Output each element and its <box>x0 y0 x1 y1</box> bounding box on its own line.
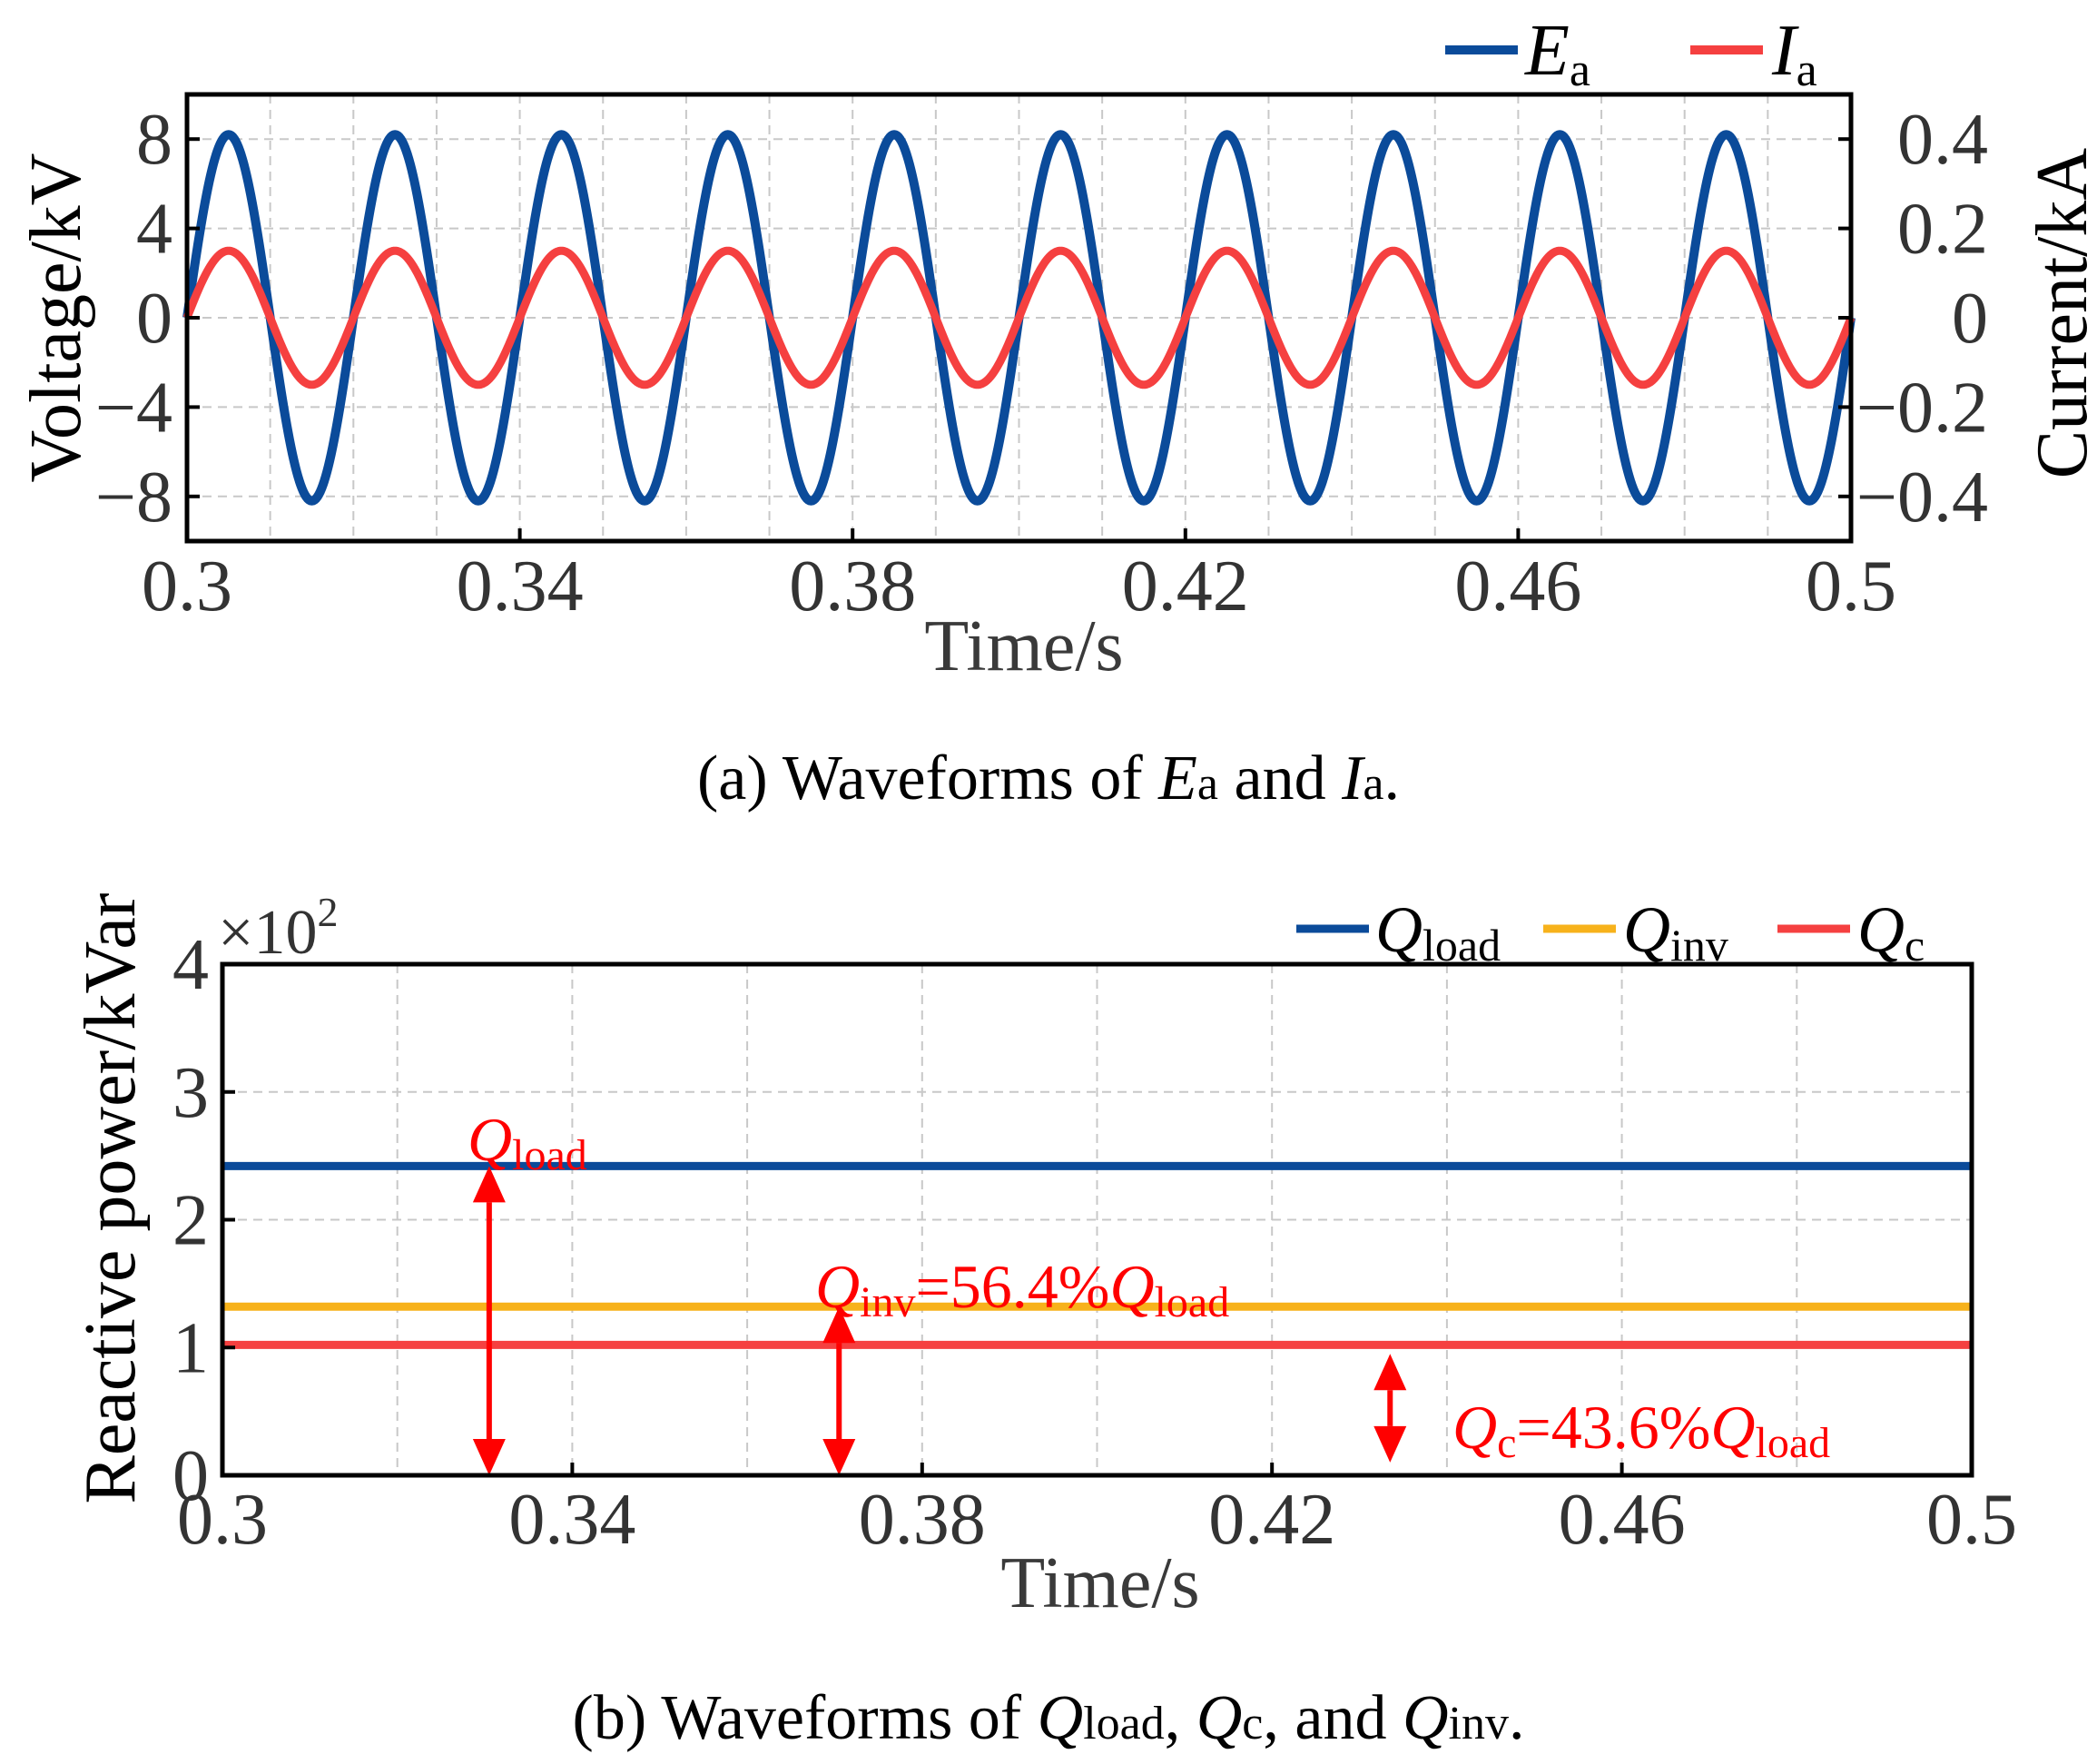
legend-label-Qinv: Qinv <box>1623 893 1728 971</box>
x-tick-label: 0.42 <box>1122 547 1249 626</box>
annotation-arrow-head <box>472 1166 506 1203</box>
panel-a-y-ticks-left: 8 4 0 −4 −8 <box>95 100 200 537</box>
y-tick-label-right: −0.4 <box>1856 458 1988 537</box>
legend-label-Ia: Ia <box>1771 11 1817 96</box>
x-tick-label: 0.46 <box>1559 1480 1686 1560</box>
y-tick-label-left: 0 <box>136 279 172 359</box>
legend-label-Qload: Qload <box>1375 893 1501 971</box>
panel-a-legend: Ea Ia <box>1445 11 1817 96</box>
panel-a-caption: (a) Waveforms of Ea and Ia. <box>697 744 1400 813</box>
panel-b-y-multiplier: ×102 <box>218 889 338 968</box>
annotation-qinv-label: Qinv=56.4%Qload <box>815 1252 1229 1326</box>
annotation-qc-label: Qc=43.6%Qload <box>1452 1393 1830 1467</box>
y-tick-label-right: 0 <box>1952 279 1988 359</box>
panel-b-y-ticks: 4 3 2 1 0 <box>172 925 235 1516</box>
legend-label-Ea: Ea <box>1524 11 1590 96</box>
panel-b-x-ticks: 0.3 0.34 0.38 0.42 0.46 0.5 <box>177 1463 2017 1560</box>
y-tick-label-left: 8 <box>136 100 172 180</box>
panel-a: 0.3 0.34 0.38 0.42 0.46 0.5 8 4 0 −4 −8 0.4 0.2 0 −0… <box>16 11 2097 813</box>
y-tick-label-left: −8 <box>95 458 172 537</box>
x-tick-label: 0.3 <box>142 547 232 626</box>
annotation-arrow-head <box>1373 1354 1407 1391</box>
x-tick-label: 0.34 <box>457 547 584 626</box>
y-tick-label-right: 0.2 <box>1897 190 1988 270</box>
x-tick-label: 0.46 <box>1454 547 1581 626</box>
series-line-Ia <box>182 246 1856 389</box>
panel-b-series <box>222 1161 1972 1349</box>
y-tick-label: 1 <box>172 1308 209 1388</box>
annotation-arrow-head <box>822 1306 856 1344</box>
panel-b-legend: Qload Qinv Qc <box>1296 893 1925 971</box>
annotation-arrow-head <box>472 1439 506 1475</box>
x-tick-label: 0.42 <box>1208 1480 1335 1560</box>
panel-b-x-axis-label: Time/s <box>1000 1543 1199 1623</box>
y-tick-label: 4 <box>172 925 209 1005</box>
annotation-arrow-head <box>822 1439 856 1475</box>
annotation-qload-label: Qload <box>468 1105 587 1179</box>
x-tick-label: 0.38 <box>859 1480 986 1560</box>
y-tick-label-right: 0.4 <box>1897 100 1988 180</box>
y-tick-label: 0 <box>172 1436 209 1516</box>
panel-a-series <box>182 130 1856 506</box>
panel-b-y-axis-label: Reactive power/kVar <box>71 892 151 1503</box>
x-tick-label: 0.5 <box>1806 547 1896 626</box>
x-tick-label: 0.38 <box>789 547 916 626</box>
y-tick-label: 2 <box>172 1181 209 1261</box>
x-tick-label: 0.34 <box>508 1480 635 1560</box>
panel-b: 0.3 0.34 0.38 0.42 0.46 0.5 4 3 2 1 0 Time/s Reac… <box>71 889 2017 1753</box>
y-tick-label-left: 4 <box>136 190 172 270</box>
panel-b-caption: (b) Waveforms of Qload, Qc, and Qinv. <box>573 1683 1525 1753</box>
panel-b-annotation-arrows <box>472 1166 1407 1475</box>
panel-a-x-ticks: 0.3 0.34 0.38 0.42 0.46 0.5 <box>142 528 1896 626</box>
legend-label-Qc: Qc <box>1857 893 1925 971</box>
y-tick-label: 3 <box>172 1053 209 1133</box>
panel-a-y-axis-label-left: Voltage/kV <box>16 153 96 483</box>
x-tick-label: 0.5 <box>1926 1480 2017 1560</box>
panel-a-x-axis-label: Time/s <box>924 606 1123 686</box>
annotation-arrow-head <box>1373 1425 1407 1463</box>
panel-a-y-ticks-right: 0.4 0.2 0 −0.2 −0.4 <box>1838 100 1988 537</box>
panel-a-y-axis-label-right: Current/kA <box>2023 148 2097 479</box>
x-tick-label: 0.3 <box>177 1480 268 1560</box>
y-tick-label-right: −0.2 <box>1856 368 1988 448</box>
y-tick-label-left: −4 <box>95 368 172 448</box>
